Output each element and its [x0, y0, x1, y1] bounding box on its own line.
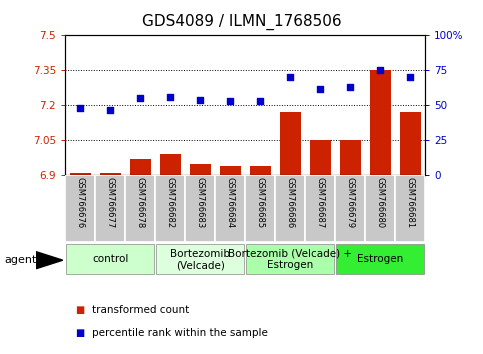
Text: GSM766683: GSM766683 [196, 177, 205, 228]
Bar [369, 70, 391, 175]
Bar [305, 175, 335, 242]
Bar [65, 175, 95, 242]
Bar [365, 175, 395, 242]
Text: ■: ■ [75, 328, 84, 338]
Bar [250, 166, 270, 175]
Bar [280, 112, 300, 175]
Point [286, 75, 294, 80]
Bar [395, 175, 425, 242]
FancyBboxPatch shape [66, 244, 154, 274]
Text: percentile rank within the sample: percentile rank within the sample [92, 328, 268, 338]
Bar [340, 140, 361, 175]
Text: GSM766681: GSM766681 [406, 177, 414, 228]
Point [166, 94, 174, 100]
Text: agent: agent [5, 255, 37, 265]
FancyBboxPatch shape [336, 244, 424, 274]
Point [406, 75, 414, 80]
Text: GSM766680: GSM766680 [376, 177, 384, 228]
FancyBboxPatch shape [246, 244, 334, 274]
Polygon shape [36, 252, 63, 269]
Text: Estrogen: Estrogen [357, 254, 403, 264]
Text: GSM766684: GSM766684 [226, 177, 235, 228]
Bar [95, 175, 125, 242]
Bar [99, 173, 121, 175]
Text: GSM766679: GSM766679 [345, 177, 355, 228]
Text: transformed count: transformed count [92, 305, 189, 315]
Text: GSM766685: GSM766685 [256, 177, 265, 228]
Bar [245, 175, 275, 242]
Text: Bortezomib
(Velcade): Bortezomib (Velcade) [170, 249, 230, 270]
Text: control: control [92, 254, 128, 264]
Text: GSM766687: GSM766687 [315, 177, 325, 228]
Bar [129, 159, 151, 175]
Bar [310, 140, 330, 175]
Bar [185, 175, 215, 242]
Bar [335, 175, 365, 242]
Text: GSM766676: GSM766676 [76, 177, 85, 228]
Text: Bortezomib (Velcade) +
Estrogen: Bortezomib (Velcade) + Estrogen [228, 249, 352, 270]
Point [346, 84, 354, 90]
Bar [190, 164, 211, 175]
Point [76, 105, 84, 111]
FancyBboxPatch shape [156, 244, 244, 274]
Point [136, 96, 144, 101]
Bar [215, 175, 245, 242]
Text: ■: ■ [75, 305, 84, 315]
Bar [160, 154, 181, 175]
Point [316, 86, 324, 91]
Point [376, 68, 384, 73]
Bar [70, 173, 91, 175]
Bar [155, 175, 185, 242]
Bar [275, 175, 305, 242]
Point [256, 98, 264, 104]
Point [226, 98, 234, 104]
Text: GSM766677: GSM766677 [106, 177, 114, 228]
Text: GDS4089 / ILMN_1768506: GDS4089 / ILMN_1768506 [142, 14, 341, 30]
Bar [125, 175, 155, 242]
Text: GSM766682: GSM766682 [166, 177, 175, 228]
Text: GSM766678: GSM766678 [136, 177, 145, 228]
Text: GSM766686: GSM766686 [285, 177, 295, 228]
Point [196, 97, 204, 103]
Bar [399, 112, 421, 175]
Bar [220, 166, 241, 175]
Point [106, 107, 114, 112]
